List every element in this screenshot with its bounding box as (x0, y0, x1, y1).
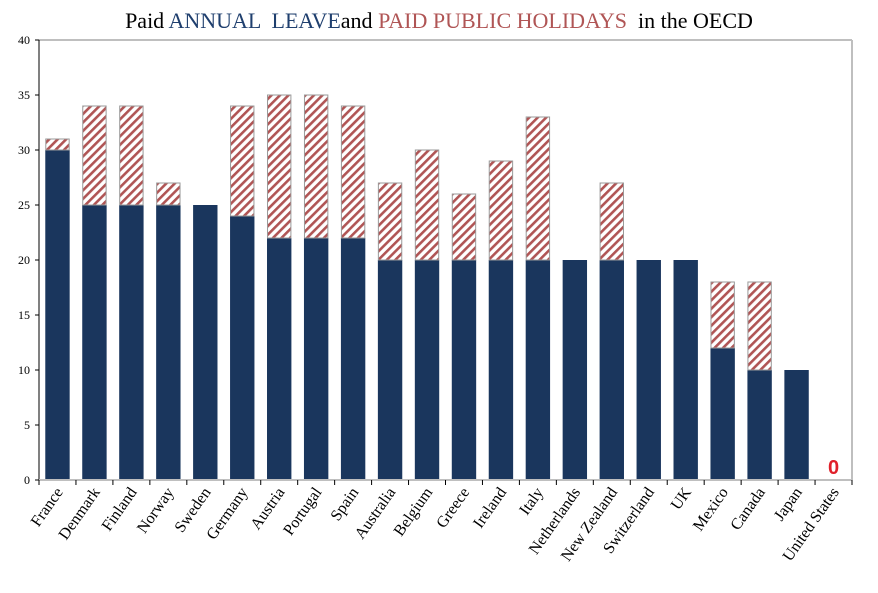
title-part-plain: Paid (125, 8, 169, 33)
bar-annual-denmark (82, 205, 107, 480)
x-tick-label-canada: Canada (727, 485, 768, 534)
bar-holidays-spain (340, 105, 366, 239)
bar-holidays-denmark (82, 105, 107, 206)
bar-annual-new-zealand (599, 260, 624, 480)
bar-holidays-mexico (710, 281, 735, 349)
bar-holidays-new-zealand (599, 182, 624, 261)
y-tick-label-25: 25 (18, 198, 30, 212)
bar-annual-france (45, 150, 70, 480)
bar-holidays-ireland (488, 160, 514, 261)
bar-annual-germany (230, 216, 255, 480)
annotation-zero-us: 0 (828, 457, 839, 479)
bar-annual-netherlands (562, 260, 588, 480)
axes-group (35, 39, 853, 485)
title-part-annual: ANNUAL LEAVE (168, 8, 341, 33)
bar-annual-uk (673, 260, 698, 480)
bar-annual-japan (784, 370, 809, 480)
x-tick-label-ireland: Ireland (470, 485, 510, 532)
y-tick-label-10: 10 (18, 363, 30, 377)
bar-holidays-norway (156, 182, 181, 206)
y-tick-label-5: 5 (24, 418, 30, 432)
bars-group (45, 94, 809, 480)
bar-holidays-france (45, 138, 70, 151)
title-part-plain: and (340, 8, 379, 33)
x-tick-label-portugal: Portugal (280, 484, 325, 539)
x-tick-label-france: France (28, 485, 67, 530)
bar-annual-austria (267, 238, 292, 480)
bar-annual-norway (156, 205, 181, 480)
y-tick-label-0: 0 (24, 473, 30, 487)
x-tick-label-uk: UK (668, 484, 695, 513)
bar-holidays-australia (377, 182, 403, 261)
bar-annual-canada (747, 370, 772, 480)
x-tick-label-belgium: Belgium (391, 484, 437, 539)
bar-annual-mexico (710, 348, 735, 480)
title-part-plain: in the OECD (627, 8, 753, 33)
bar-holidays-finland (119, 105, 144, 206)
bar-annual-sweden (193, 205, 218, 480)
x-tick-labels: FranceDenmarkFinlandNorwaySwedenGermanyA… (28, 484, 843, 564)
x-tick-label-italy: Italy (516, 485, 547, 519)
y-tick-label-15: 15 (18, 308, 30, 322)
bar-holidays-greece (451, 193, 477, 261)
bar-holidays-canada (747, 281, 772, 371)
bar-annual-switzerland (636, 260, 661, 480)
bar-holidays-belgium (414, 149, 440, 261)
bar-annual-italy (525, 260, 551, 480)
annotations: 0 (828, 457, 839, 479)
x-tick-label-norway: Norway (134, 485, 177, 537)
bar-holidays-austria (267, 94, 292, 239)
chart-title: Paid ANNUAL LEAVEand PAID PUBLIC HOLIDAY… (0, 8, 878, 34)
y-tick-label-35: 35 (18, 88, 30, 102)
bar-annual-portugal (303, 238, 329, 480)
bar-holidays-portugal (303, 94, 329, 239)
bar-annual-belgium (414, 260, 440, 480)
y-tick-label-40: 40 (18, 33, 30, 47)
bar-annual-ireland (488, 260, 514, 480)
y-tick-labels: 0 5 10 15 20 25 30 35 40 (18, 33, 30, 487)
x-tick-label-spain: Spain (328, 485, 363, 525)
bar-annual-spain (340, 238, 366, 480)
y-tick-label-30: 30 (18, 143, 30, 157)
bar-annual-greece (451, 260, 477, 480)
y-tick-label-20: 20 (18, 253, 30, 267)
bar-holidays-italy (525, 116, 551, 261)
plot-frame (39, 39, 853, 480)
x-tick-label-japan: Japan (771, 485, 806, 525)
x-tick-label-mexico: Mexico (690, 485, 732, 535)
bar-holidays-germany (230, 105, 255, 217)
bar-annual-australia (377, 260, 403, 480)
title-part-holidays: PAID PUBLIC HOLIDAYS (378, 8, 628, 33)
x-tick-label-greece: Greece (433, 485, 473, 532)
bar-annual-finland (119, 205, 144, 480)
